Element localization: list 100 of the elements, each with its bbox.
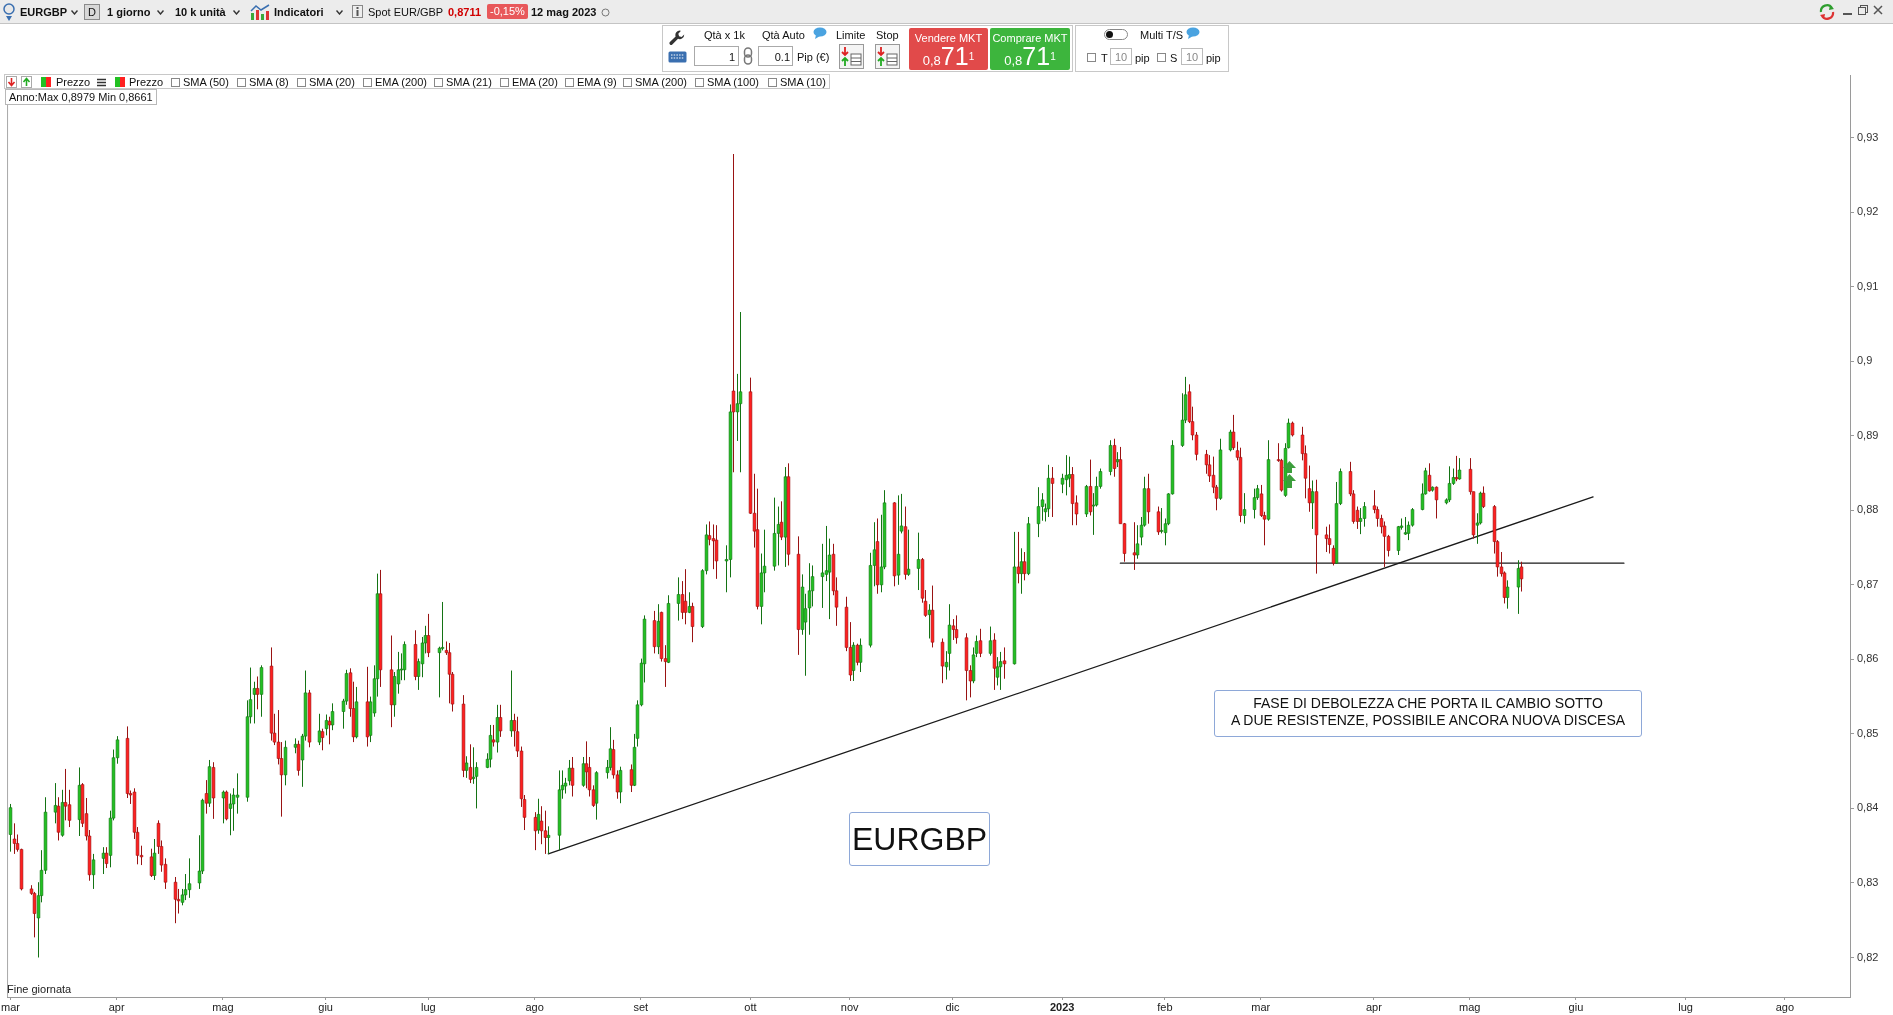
candlestick [998, 651, 1003, 691]
annotation: FASE DI DEBOLEZZA CHE PORTA IL CAMBIO SOTTO A DUE RESISTENZE, POSSIBILE ANCORA NUOVA DISCESA [1214, 690, 1642, 737]
x-tick-label: apr [1365, 1000, 1383, 1013]
annotation: SMA (10) [780, 76, 826, 89]
candlestick [916, 532, 921, 591]
candlestick [235, 772, 240, 815]
candlestick [714, 524, 719, 580]
candlestick [858, 637, 863, 673]
annotation: Anno:Max 0,8979 Min 0,8661 [5, 89, 157, 105]
candlestick [1481, 485, 1486, 509]
y-tick-label: 0,84 [1857, 801, 1879, 814]
candlestick [91, 853, 96, 890]
text: Qtà x 1k [704, 28, 745, 42]
text: 0.1 [773, 50, 790, 64]
x-tick-label: set [633, 1000, 649, 1013]
candlestick [906, 529, 911, 577]
text: T [1101, 51, 1108, 65]
annotation: SMA (200) [635, 76, 687, 89]
candlestick [978, 628, 983, 658]
y-tick-label: 0,83 [1857, 875, 1879, 888]
x-tick-label: nov [840, 1000, 860, 1013]
y-tick-label: 0,82 [1857, 950, 1879, 963]
candlestick [491, 724, 496, 748]
text: Pip (€) [797, 50, 830, 64]
x-tick-label: lug [1678, 1000, 1693, 1013]
candlestick [581, 756, 586, 788]
annotation: Prezzo [129, 76, 164, 89]
candlestick [149, 848, 154, 878]
x-tick-label: apr [108, 1000, 125, 1013]
annotation: EMA (200) [375, 76, 427, 89]
candlestick [1324, 526, 1329, 553]
candlestick [546, 825, 551, 855]
x-tick-label: giu [318, 1000, 333, 1013]
text: -0,15% [487, 4, 528, 19]
candlestick [995, 656, 1000, 686]
candlestick [1505, 579, 1510, 610]
x-tick-label: mag [212, 1000, 234, 1013]
candlestick [779, 500, 784, 541]
candlestick [204, 779, 209, 815]
candlestick [1519, 561, 1524, 593]
text: S [1170, 51, 1178, 65]
text: 1 giorno [107, 5, 151, 19]
candlestick [187, 857, 192, 899]
candlestick [676, 576, 681, 622]
candlestick [1516, 559, 1521, 615]
annotation: SMA (100) [707, 76, 759, 89]
candlestick [255, 676, 260, 710]
text: Multi T/S [1140, 28, 1184, 42]
text: Limite [836, 28, 866, 42]
x-tick-label: 2023 [1049, 1000, 1075, 1013]
text: D [84, 4, 100, 20]
candlestick [104, 846, 109, 869]
candlestick [629, 763, 634, 793]
candlestick [101, 846, 106, 875]
annotation: SMA (50) [183, 76, 229, 89]
candlestick [320, 728, 325, 751]
x-tick-label: mar [1, 1000, 21, 1013]
text: 10 k unità [175, 5, 226, 19]
candlestick [1454, 455, 1459, 482]
y-tick-label: 0,92 [1857, 205, 1879, 218]
candlestick [738, 311, 743, 473]
candlestick [1156, 506, 1161, 536]
x-tick-label: mag [1459, 1000, 1481, 1013]
x-tick-label: ago [1775, 1000, 1795, 1013]
candlestick [954, 614, 959, 645]
text: pip [1206, 51, 1221, 65]
text: Spot EUR/GBP [368, 5, 444, 19]
candlestick [1064, 454, 1069, 496]
annotation: EMA (9) [577, 76, 617, 89]
candlestick [543, 810, 548, 855]
annotation: SMA (21) [446, 76, 492, 89]
y-tick-label: 0,86 [1857, 652, 1879, 665]
annotation: Fine giornata [7, 982, 72, 996]
text: Vendere MKT [913, 31, 984, 45]
x-tick-label: dic [945, 1000, 961, 1013]
candlestick [988, 626, 993, 657]
candlestick [509, 670, 514, 738]
candlestick [1242, 492, 1247, 525]
candlestick [570, 756, 575, 797]
text: Comprare MKT [991, 31, 1069, 45]
annotation: SMA (8) [249, 76, 289, 89]
text: Qtà Auto [762, 28, 805, 42]
text: 12 mag 2023 [531, 5, 597, 19]
candlestick [618, 766, 623, 804]
candlestick [940, 637, 945, 684]
text: Stop [876, 28, 899, 42]
x-tick-label: ott [744, 1000, 757, 1013]
candlestick [498, 704, 503, 738]
candlestick [1252, 488, 1257, 519]
annotation: SMA (20) [309, 76, 355, 89]
text: 0,8711 [448, 5, 482, 19]
text: 1 [727, 50, 735, 64]
candlestick [690, 602, 695, 643]
x-tick-label: feb [1157, 1000, 1173, 1013]
candlestick [1002, 646, 1007, 680]
x-tick-label: mar [1251, 1000, 1271, 1013]
annotation: EURGBP [849, 812, 990, 866]
y-tick-label: 0,89 [1857, 428, 1879, 441]
candlestick [53, 782, 58, 824]
annotation: EMA (20) [512, 76, 558, 89]
